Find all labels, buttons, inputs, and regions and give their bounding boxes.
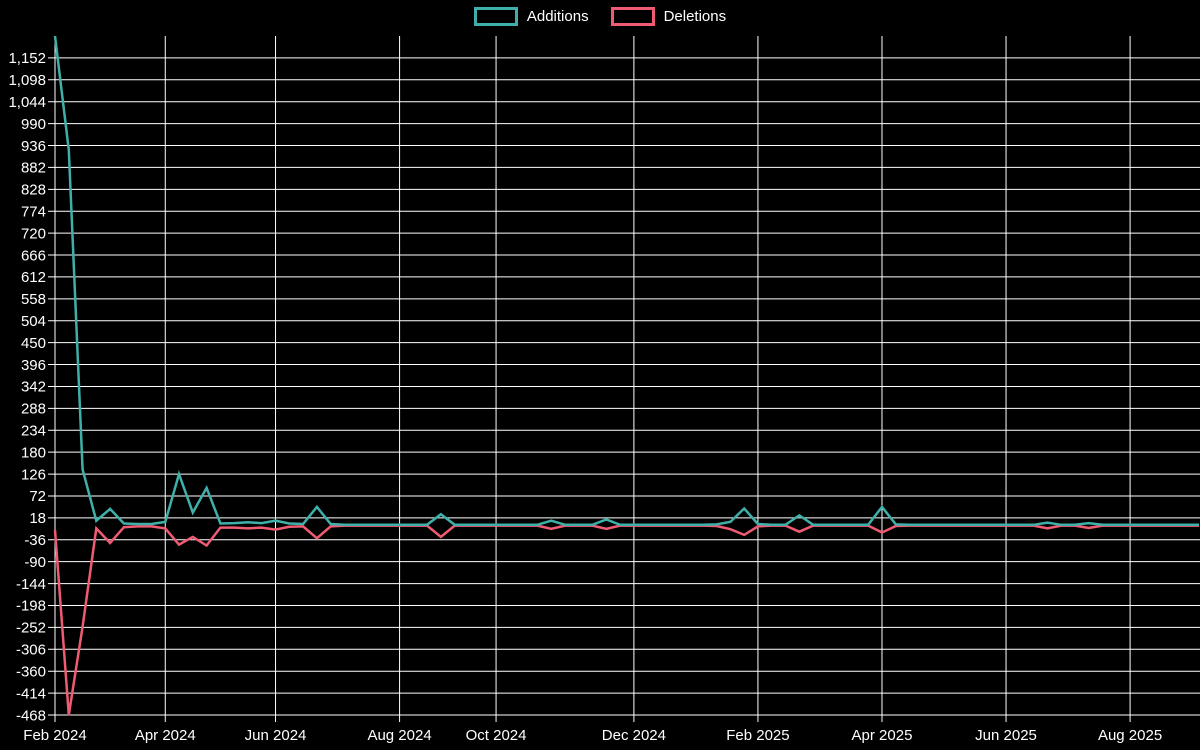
x-tick-label: Aug 2025 — [1098, 727, 1162, 744]
y-tick-label: 990 — [21, 116, 46, 133]
chart-legend: Additions Deletions — [0, 7, 1200, 26]
y-tick-label: 234 — [21, 423, 46, 440]
y-tick-label: 774 — [21, 203, 46, 220]
y-tick-label: 666 — [21, 247, 46, 264]
y-tick-label: -90 — [24, 554, 46, 571]
y-tick-label: 936 — [21, 138, 46, 155]
x-tick-label: Jun 2024 — [245, 727, 307, 744]
y-tick-label: 1,152 — [8, 50, 46, 67]
y-tick-label: 396 — [21, 357, 46, 374]
y-tick-label: 126 — [21, 466, 46, 483]
deletions-swatch-icon — [610, 7, 655, 26]
deletions-line — [53, 524, 1199, 716]
y-tick-label: -468 — [16, 707, 46, 724]
additions-swatch-icon — [473, 7, 518, 26]
y-tick-label: 180 — [21, 444, 46, 461]
y-tick-label: 504 — [21, 313, 46, 330]
y-tick-label: 342 — [21, 379, 46, 396]
legend-item-additions: Additions — [473, 7, 589, 26]
y-tick-label: 720 — [21, 225, 46, 242]
x-tick-label: Apr 2024 — [135, 727, 196, 744]
y-tick-label: 882 — [21, 160, 46, 177]
x-tick-label: Aug 2024 — [367, 727, 431, 744]
y-tick-label: 612 — [21, 269, 46, 286]
x-tick-label: Oct 2024 — [466, 727, 527, 744]
legend-item-deletions: Deletions — [610, 7, 727, 26]
y-tick-label: 1,098 — [8, 72, 46, 89]
x-tick-label: Jun 2025 — [975, 727, 1037, 744]
legend-label-deletions: Deletions — [663, 8, 727, 25]
y-tick-label: 72 — [29, 488, 46, 505]
y-tick-label: -198 — [16, 598, 46, 615]
y-tick-label: -306 — [16, 642, 46, 659]
y-tick-label: 828 — [21, 182, 46, 199]
y-tick-label: -360 — [16, 663, 46, 680]
y-tick-label: 18 — [29, 510, 46, 527]
x-tick-label: Feb 2024 — [23, 727, 86, 744]
legend-label-additions: Additions — [526, 8, 589, 25]
x-tick-label: Apr 2025 — [852, 727, 913, 744]
x-tick-label: Dec 2024 — [602, 727, 666, 744]
y-tick-label: 288 — [21, 401, 46, 418]
y-tick-label: 450 — [21, 335, 46, 352]
additions-line — [53, 35, 1199, 527]
y-tick-label: -252 — [16, 620, 46, 637]
y-tick-label: 1,044 — [8, 94, 46, 111]
y-tick-label: -36 — [24, 532, 46, 549]
y-tick-label: -414 — [16, 685, 46, 702]
y-tick-label: 558 — [21, 291, 46, 308]
x-tick-label: Feb 2025 — [726, 727, 789, 744]
y-tick-label: -144 — [16, 576, 46, 593]
